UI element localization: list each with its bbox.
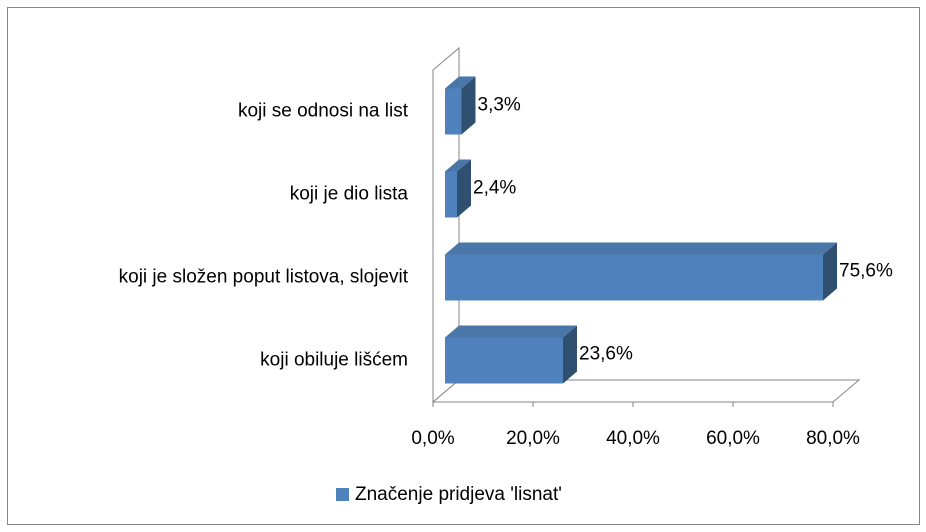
bar-top <box>445 159 471 172</box>
category-label: koji je složen poput listova, slojevit <box>119 267 409 288</box>
x-tick-label: 80,0% <box>806 428 860 449</box>
bar <box>445 337 563 384</box>
value-label: 23,6% <box>579 344 633 365</box>
bar-top <box>445 242 837 255</box>
legend-label: Značenje pridjeva 'lisnat' <box>355 484 562 505</box>
legend-swatch <box>336 488 349 501</box>
value-label: 3,3% <box>478 95 521 116</box>
bar-side <box>457 159 471 218</box>
bar <box>445 171 457 218</box>
bar-top <box>445 76 476 89</box>
floor <box>431 379 861 403</box>
bar <box>445 254 823 301</box>
category-label: koji obiluje lišćem <box>260 350 408 371</box>
bar-side <box>823 242 837 301</box>
bar <box>445 88 462 135</box>
value-label: 75,6% <box>839 261 893 282</box>
x-tick-label: 0,0% <box>411 428 454 449</box>
value-label: 2,4% <box>473 178 516 199</box>
category-label: koji se odnosi na list <box>238 101 409 122</box>
x-tick-label: 40,0% <box>606 428 660 449</box>
category-label: koji je dio lista <box>290 184 409 205</box>
bar-side <box>461 76 476 135</box>
x-tick-label: 20,0% <box>506 428 560 449</box>
bar-side <box>563 325 577 384</box>
x-tick-label: 60,0% <box>706 428 760 449</box>
bar-top <box>445 325 577 338</box>
